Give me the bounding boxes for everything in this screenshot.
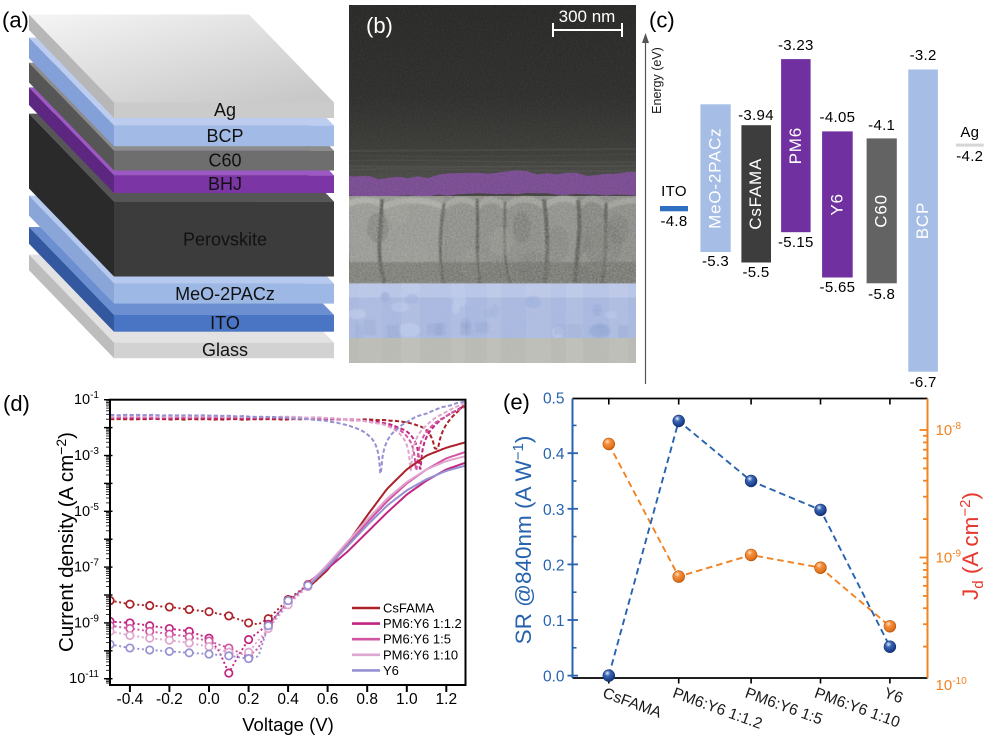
svg-text:0.8: 0.8 [356,691,378,708]
svg-text:BHJ: BHJ [208,174,242,194]
svg-text:-4.05: -4.05 [820,109,856,126]
svg-text:(e): (e) [503,390,530,415]
svg-text:10-10: 10-10 [936,676,968,694]
svg-text:BCP: BCP [913,202,932,239]
svg-text:0.0: 0.0 [198,691,220,708]
svg-text:(b): (b) [366,13,393,38]
svg-text:MeO-2PACz: MeO-2PACz [706,128,725,229]
svg-text:MeO-2PACz: MeO-2PACz [175,284,275,304]
svg-text:-5.65: -5.65 [820,279,856,296]
svg-text:(c): (c) [649,8,675,33]
svg-text:Voltage (V): Voltage (V) [242,714,334,735]
svg-text:(d): (d) [3,391,30,416]
svg-text:Y6: Y6 [882,685,906,707]
svg-text:CsFAMA: CsFAMA [600,685,664,722]
svg-text:Perovskite: Perovskite [183,230,267,250]
svg-text:Y6: Y6 [383,663,399,678]
svg-text:ITO: ITO [661,183,687,200]
svg-text:-6.7: -6.7 [910,374,937,391]
svg-text:-3.23: -3.23 [778,37,814,54]
svg-text:(a): (a) [2,8,29,33]
svg-text:Y6: Y6 [827,193,846,215]
svg-text:CsFAMA: CsFAMA [383,601,435,616]
svg-text:-5.15: -5.15 [778,234,814,251]
svg-text:0.0: 0.0 [543,669,565,686]
svg-text:0.4: 0.4 [277,691,299,708]
svg-text:PM6:Y6 1:1.2: PM6:Y6 1:1.2 [383,616,462,631]
svg-text:-0.4: -0.4 [117,691,144,708]
svg-text:Ag: Ag [214,100,236,120]
svg-text:0.4: 0.4 [543,446,565,463]
svg-text:PM6:Y6 1:10: PM6:Y6 1:10 [383,647,458,662]
svg-text:10-8: 10-8 [936,421,962,439]
svg-text:Jd (A cm−2): Jd (A cm−2) [957,492,987,600]
svg-text:0.1: 0.1 [543,613,565,630]
svg-text:-4.2: -4.2 [956,148,983,165]
svg-text:-0.2: -0.2 [156,691,183,708]
svg-text:-5.5: -5.5 [742,264,769,281]
svg-text:-4.1: -4.1 [868,117,895,134]
svg-text:0.5: 0.5 [543,391,565,408]
svg-text:10-1: 10-1 [74,390,99,408]
svg-text:1.2: 1.2 [436,691,458,708]
svg-text:PM6:Y6 1:5: PM6:Y6 1:5 [383,632,451,647]
svg-text:0.3: 0.3 [543,502,565,519]
svg-text:-5.3: -5.3 [702,253,729,270]
svg-text:Energy (eV): Energy (eV) [650,47,664,114]
svg-text:0.6: 0.6 [317,691,339,708]
svg-text:BCP: BCP [206,126,243,146]
svg-text:10-11: 10-11 [69,669,99,687]
svg-text:C60: C60 [208,151,241,171]
svg-text:Ag: Ag [960,124,979,141]
svg-text:-4.8: -4.8 [660,213,687,230]
svg-text:Current density (A cm−2): Current density (A cm−2) [53,432,78,652]
svg-text:Glass: Glass [202,340,248,360]
svg-text:C60: C60 [872,194,891,228]
svg-text:SR @840nm (A W−1): SR @840nm (A W−1) [510,436,536,645]
svg-text:0.2: 0.2 [543,557,565,574]
svg-text:CsFAMA: CsFAMA [746,158,765,230]
svg-text:0.2: 0.2 [238,691,260,708]
svg-text:-3.94: -3.94 [738,107,774,124]
svg-text:1.0: 1.0 [396,691,418,708]
svg-text:300 nm: 300 nm [559,7,616,26]
svg-text:PM6: PM6 [786,127,805,164]
svg-text:-5.8: -5.8 [868,286,895,303]
svg-text:ITO: ITO [210,313,240,333]
svg-text:-3.2: -3.2 [910,47,937,64]
